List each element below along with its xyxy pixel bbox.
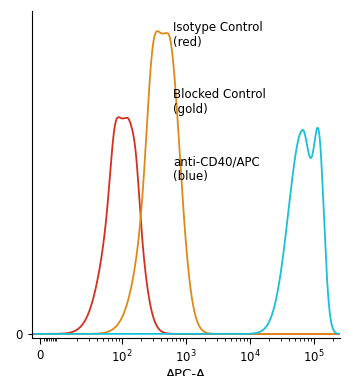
- X-axis label: APC-A: APC-A: [166, 368, 205, 376]
- Text: Blocked Control
(gold): Blocked Control (gold): [173, 88, 266, 116]
- Text: Isotype Control
(red): Isotype Control (red): [173, 21, 263, 49]
- Text: anti-CD40/APC
(blue): anti-CD40/APC (blue): [173, 155, 260, 183]
